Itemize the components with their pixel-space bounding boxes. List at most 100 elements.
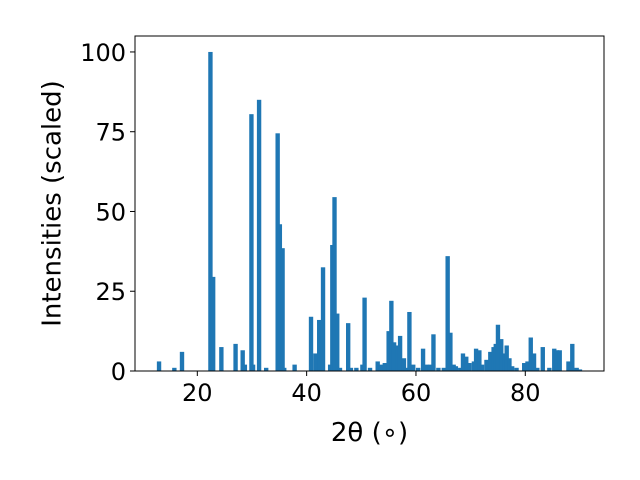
bar: [317, 319, 322, 371]
x-axis-ticks: 20 40 60 80: [182, 371, 541, 407]
bar: [477, 350, 482, 371]
bar: [547, 367, 552, 371]
bar: [354, 367, 359, 371]
bar: [337, 367, 343, 371]
x-axis-label: 2θ (∘): [331, 418, 408, 448]
bar: [407, 311, 412, 371]
bar: [367, 367, 373, 371]
bar: [395, 345, 400, 371]
bar: [277, 224, 283, 371]
bar: [397, 335, 403, 371]
bar: [275, 133, 280, 371]
x-tick-label: 80: [510, 379, 541, 407]
bar: [460, 353, 466, 371]
bar: [424, 364, 429, 371]
bar: [509, 366, 515, 371]
bar: [346, 323, 351, 371]
bar: [464, 356, 469, 371]
bar: [282, 367, 287, 371]
y-tick-label: 50: [95, 198, 126, 226]
bar: [415, 367, 421, 371]
bar: [479, 364, 485, 371]
plot-frame: [134, 35, 605, 372]
bar: [264, 367, 269, 371]
bar: [451, 364, 456, 371]
y-tick-label: 100: [80, 39, 126, 67]
bar: [411, 364, 416, 371]
bar: [574, 367, 579, 371]
bar: [208, 51, 213, 371]
bar: [362, 297, 367, 371]
bar: [382, 363, 387, 371]
bar: [427, 364, 433, 371]
bar: [249, 114, 254, 372]
bar: [495, 324, 501, 371]
bar: [313, 353, 318, 371]
bar: [242, 364, 248, 371]
bar: [335, 313, 340, 371]
bar: [240, 350, 245, 371]
bar: [179, 351, 185, 371]
bar: [280, 248, 285, 371]
bar: [570, 343, 575, 371]
bar: [332, 197, 337, 371]
y-axis-label: Intensities (scaled): [38, 80, 68, 327]
y-axis-ticks: 0 25 50 75 100: [80, 39, 135, 386]
bar: [308, 316, 314, 371]
bar: [484, 359, 489, 371]
y-tick-label: 0: [111, 358, 126, 386]
bar: [531, 353, 537, 371]
bar-series: [156, 51, 583, 372]
bar: [320, 267, 326, 371]
bar: [401, 358, 407, 371]
bar: [210, 276, 216, 371]
bar: [403, 367, 409, 371]
bar: [292, 364, 297, 371]
bar: [375, 361, 380, 371]
bar: [445, 256, 450, 371]
bar: [458, 367, 463, 371]
bar: [441, 367, 447, 371]
bar: [514, 367, 519, 371]
bar: [528, 337, 533, 371]
bar: [502, 353, 507, 371]
x-tick-label: 20: [182, 379, 213, 407]
bar: [389, 300, 394, 371]
bar: [256, 99, 262, 371]
bar: [552, 348, 557, 371]
bar: [488, 351, 493, 371]
y-tick-label: 75: [95, 119, 126, 147]
bar: [348, 367, 354, 371]
bar: [554, 350, 560, 371]
bar: [386, 331, 391, 371]
bar: [378, 364, 384, 371]
bar: [448, 332, 453, 371]
bar: [453, 366, 459, 371]
bar: [172, 367, 177, 371]
bar: [507, 358, 512, 371]
bar: [156, 361, 162, 371]
bar: [499, 339, 504, 371]
bar: [233, 343, 238, 371]
bar: [420, 348, 426, 371]
x-tick-label: 60: [401, 379, 432, 407]
bar: [391, 342, 397, 371]
bar: [504, 345, 509, 371]
y-tick-label: 25: [95, 278, 126, 306]
bar: [535, 367, 540, 371]
bar: [436, 367, 441, 371]
bar: [540, 347, 545, 371]
x-tick-label: 40: [291, 379, 322, 407]
bar: [473, 348, 479, 371]
bar: [219, 347, 224, 371]
bar: [566, 361, 571, 371]
bar: [577, 369, 583, 371]
bar: [467, 363, 472, 371]
bar: [250, 364, 256, 371]
bar: [557, 350, 562, 371]
bar: [522, 363, 527, 371]
bar: [525, 361, 530, 371]
bar: [330, 244, 335, 371]
